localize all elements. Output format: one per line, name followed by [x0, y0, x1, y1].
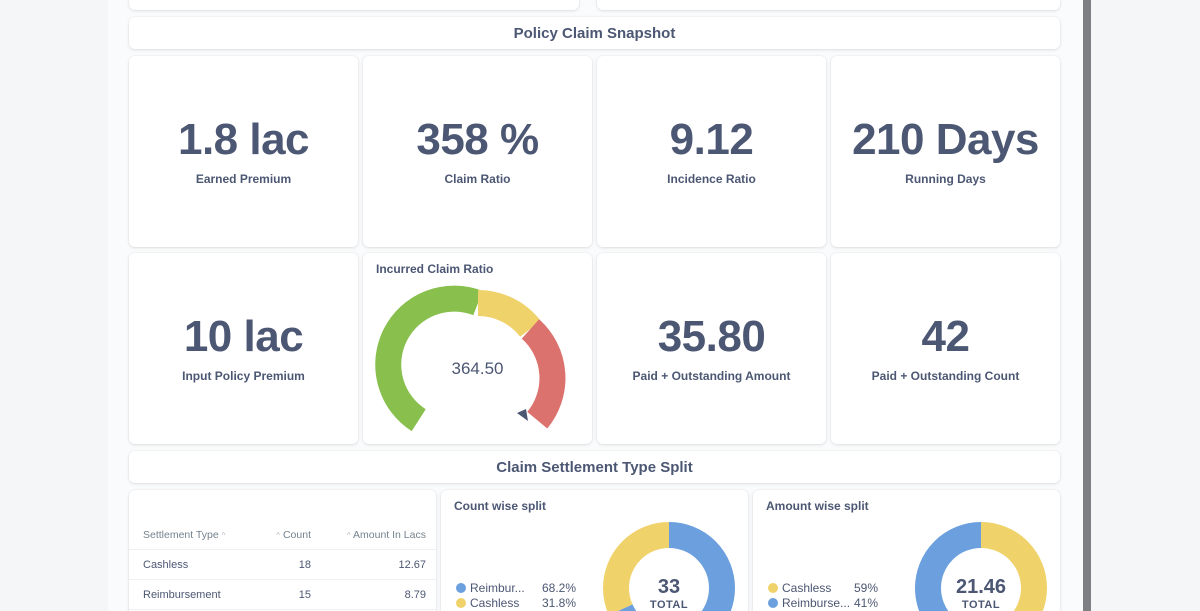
donut-total-value: 21.46: [955, 576, 1007, 598]
sort-asc-icon: ^: [346, 531, 351, 540]
gauge-title: Incurred Claim Ratio: [376, 262, 494, 276]
donut-center: 33 TOTAL: [619, 576, 719, 611]
gauge-value: 364.50: [451, 359, 504, 378]
cell-settlement-type: Cashless: [143, 559, 189, 571]
sort-asc-icon: ^: [221, 531, 226, 540]
metric-value: 9.12: [669, 114, 754, 164]
metric-label: Paid + Outstanding Amount: [632, 368, 791, 383]
donut-segment-reimbursement[interactable]: [915, 522, 1047, 611]
count-split-card: Count wise split Reimbur... 68.2% Cashle…: [441, 490, 748, 611]
legend-label: Reimburse...: [782, 595, 851, 610]
legend-item[interactable]: Cashless 31.8%: [456, 595, 576, 610]
metric-card-input-policy-premium[interactable]: 10 lac Input Policy Premium: [129, 253, 358, 444]
cell-amount: 12.67: [398, 559, 426, 571]
metric-label: Incidence Ratio: [667, 171, 756, 186]
count-split-donut: [603, 522, 735, 611]
cell-count: 18: [298, 559, 311, 571]
metric-card-paid-outstanding-amount[interactable]: 35.80 Paid + Outstanding Amount: [597, 253, 826, 444]
count-split-legend: Reimbur... 68.2% Cashless 31.8%: [456, 580, 576, 610]
legend-percent: 31.8%: [542, 595, 577, 610]
legend-label: Cashless: [470, 595, 520, 610]
gauge-needle-icon: [517, 409, 528, 421]
metric-label: Running Days: [905, 171, 986, 186]
sort-asc-icon: ^: [276, 531, 281, 540]
metric-value: 210 Days: [852, 114, 1039, 164]
legend-dot: [768, 582, 778, 593]
donut-total-label: TOTAL: [649, 599, 689, 611]
gauge-segment-red: [521, 319, 566, 429]
partial-card-right: [597, 0, 1060, 10]
metric-card-incidence-ratio[interactable]: 9.12 Incidence Ratio: [597, 56, 826, 247]
scrollbar[interactable]: [1083, 0, 1091, 611]
metric-value: 358 %: [416, 114, 539, 164]
legend-percent: 68.2%: [542, 580, 577, 595]
amount-split-legend: Cashless 59% Reimburse... 41%: [768, 580, 878, 610]
column-header-amount[interactable]: ^ Amount In Lacs: [346, 529, 426, 541]
legend-item[interactable]: Reimburse... 41%: [768, 595, 878, 610]
donut-center: 21.46 TOTAL: [931, 576, 1031, 611]
dashboard-canvas: Policy Claim Snapshot 1.8 lac Earned Pre…: [108, 0, 1083, 611]
metric-card-earned-premium[interactable]: 1.8 lac Earned Premium: [129, 56, 358, 247]
amount-split-title: Amount wise split: [766, 499, 869, 513]
donut-segment-cashless[interactable]: [603, 522, 735, 611]
metric-card-running-days[interactable]: 210 Days Running Days: [831, 56, 1060, 247]
metric-label: Claim Ratio: [444, 171, 511, 186]
cell-count: 15: [298, 589, 311, 601]
legend-dot: [768, 597, 778, 608]
donut-total-value: 33: [657, 576, 681, 598]
metric-value: 35.80: [657, 311, 766, 361]
table-header-row: Settlement Type ^ ^ Count ^ Amount In La…: [129, 520, 436, 550]
cell-settlement-type: Reimbursement: [143, 589, 221, 601]
metric-label: Input Policy Premium: [182, 368, 305, 383]
settlement-table-card: Settlement Type ^ ^ Count ^ Amount In La…: [129, 490, 436, 611]
donut-total-label: TOTAL: [961, 599, 1001, 611]
metric-label: Paid + Outstanding Count: [871, 368, 1020, 383]
table-row[interactable]: Cashless 18 12.67: [129, 550, 436, 580]
count-split-title: Count wise split: [454, 499, 547, 513]
metric-card-paid-outstanding-count[interactable]: 42 Paid + Outstanding Count: [831, 253, 1060, 444]
gauge-card-incurred-claim-ratio[interactable]: Incurred Claim Ratio 364.50: [363, 253, 592, 444]
cell-amount: 8.79: [404, 589, 426, 601]
section-header-policy-claim-snapshot: Policy Claim Snapshot: [129, 17, 1060, 49]
gauge-segment-yellow: [477, 289, 541, 338]
metric-card-claim-ratio[interactable]: 358 % Claim Ratio: [363, 56, 592, 247]
legend-dot: [456, 582, 466, 593]
metric-value: 1.8 lac: [177, 114, 310, 164]
legend-dot: [456, 597, 466, 608]
legend-item[interactable]: Cashless 59%: [768, 580, 878, 595]
metric-label: Earned Premium: [195, 171, 292, 186]
column-header-settlement-type[interactable]: Settlement Type ^: [143, 529, 226, 541]
metric-value: 10 lac: [183, 311, 304, 361]
table-row[interactable]: Reimbursement 15 8.79: [129, 580, 436, 610]
amount-split-donut: [915, 522, 1047, 611]
gauge-chart: [375, 285, 566, 432]
legend-label: Reimbur...: [470, 580, 525, 595]
partial-card-left: [129, 0, 579, 10]
legend-percent: 41%: [854, 595, 879, 610]
column-header-count[interactable]: ^ Count: [276, 529, 311, 541]
legend-label: Cashless: [782, 580, 832, 595]
section-header-claim-settlement-type-split: Claim Settlement Type Split: [129, 451, 1060, 483]
section-title: Claim Settlement Type Split: [496, 458, 693, 476]
gauge-segment-green: [375, 285, 483, 432]
section-title: Policy Claim Snapshot: [513, 24, 676, 42]
settlement-table: Settlement Type ^ ^ Count ^ Amount In La…: [129, 520, 436, 610]
legend-percent: 59%: [854, 580, 879, 595]
legend-item[interactable]: Reimbur... 68.2%: [456, 580, 576, 595]
amount-split-card: Amount wise split Cashless 59% Reimburse…: [753, 490, 1060, 611]
metric-value: 42: [921, 311, 970, 361]
